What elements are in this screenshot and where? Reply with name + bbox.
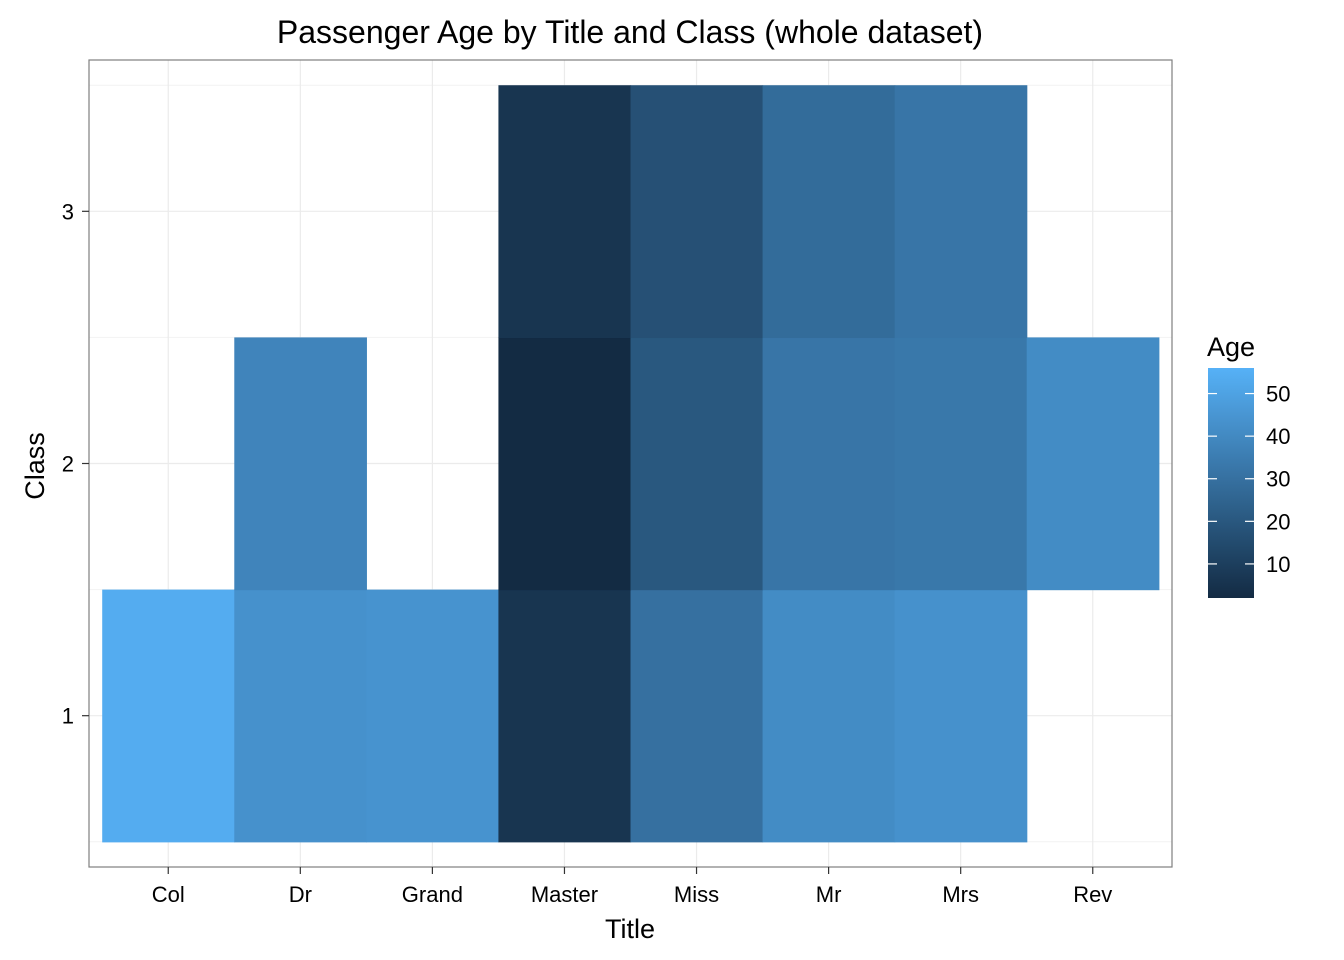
- y-tick-label: 3: [62, 199, 74, 224]
- legend-colorbar: [1208, 368, 1254, 598]
- chart-title: Passenger Age by Title and Class (whole …: [277, 14, 983, 50]
- heatmap-cell: [894, 85, 1028, 339]
- heatmap-cell: [498, 337, 632, 591]
- x-tick-label: Rev: [1073, 882, 1112, 907]
- heatmap-cell: [762, 589, 896, 843]
- x-tick-label: Miss: [674, 882, 719, 907]
- heatmap-cell: [630, 589, 764, 843]
- heatmap-cell: [366, 589, 500, 843]
- x-tick-label: Col: [152, 882, 185, 907]
- legend-tick-label: 50: [1266, 382, 1290, 407]
- y-tick-label: 2: [62, 452, 74, 477]
- legend-tick-label: 30: [1266, 467, 1290, 492]
- heatmap-cell: [234, 589, 367, 843]
- heatmap-cell: [762, 85, 896, 339]
- y-tick-label: 1: [62, 704, 74, 729]
- y-axis: 1 2 3: [62, 199, 89, 729]
- heatmap-cell: [894, 337, 1028, 591]
- heatmap-cell: [630, 85, 764, 339]
- heatmap-cell: [498, 85, 632, 339]
- legend-tick-label: 40: [1266, 424, 1290, 449]
- heatmap-cell: [498, 589, 632, 843]
- heatmap-cell: [234, 337, 367, 591]
- legend-tick-label: 20: [1266, 509, 1290, 534]
- x-axis: Col Dr Grand Master Miss Mr Mrs Rev: [152, 867, 1112, 907]
- legend-tick-label: 10: [1266, 552, 1290, 577]
- heatmap-cell: [762, 337, 896, 591]
- heatmap-cell: [102, 589, 235, 843]
- legend-ticks: 10 20 30 40 50: [1208, 382, 1290, 577]
- x-tick-label: Mrs: [942, 882, 979, 907]
- x-axis-label: Title: [605, 914, 655, 944]
- heatmap-cells: [102, 85, 1160, 843]
- heatmap-cell: [630, 337, 764, 591]
- plot-panel: [88, 59, 1173, 868]
- legend-title: Age: [1207, 332, 1255, 362]
- heatmap-cell: [894, 589, 1028, 843]
- x-tick-label: Dr: [289, 882, 312, 907]
- y-axis-label: Class: [20, 432, 50, 500]
- x-tick-label: Mr: [816, 882, 842, 907]
- x-tick-label: Grand: [402, 882, 463, 907]
- heatmap-cell: [1026, 337, 1160, 591]
- legend: Age 10 20 30 40 50: [1207, 332, 1290, 598]
- x-tick-label: Master: [531, 882, 598, 907]
